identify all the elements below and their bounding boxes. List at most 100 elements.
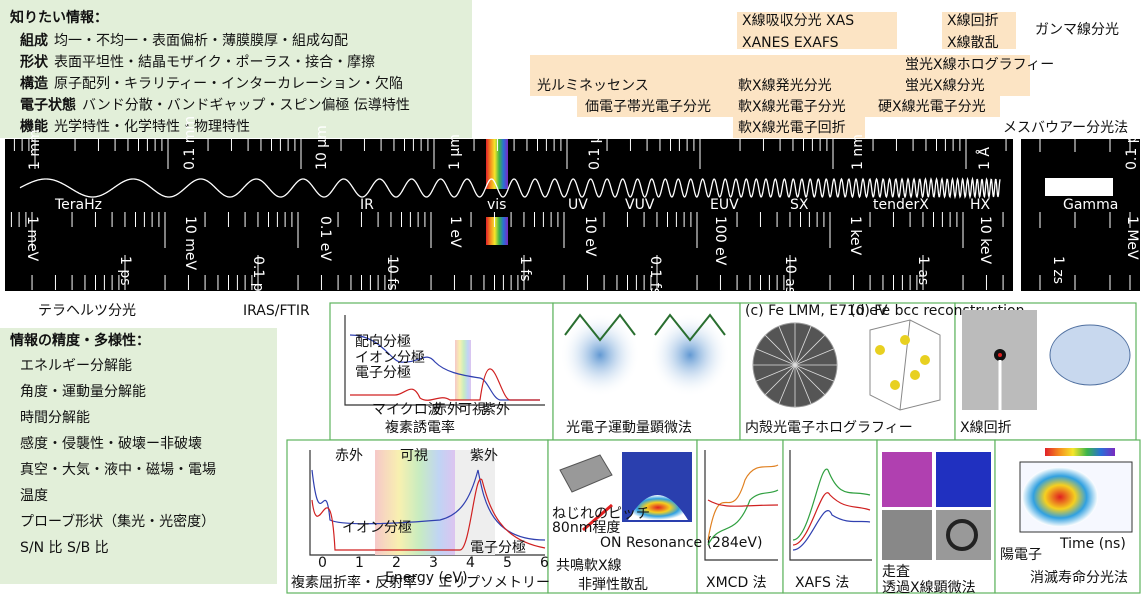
time-label: 1 ps — [117, 256, 133, 286]
panel-caption: 光電子運動量顕微法 — [566, 420, 692, 436]
panel-graphic — [707, 489, 779, 546]
info-text: 光学特性・化学特性・物理特性 — [54, 119, 250, 135]
panel-graphic — [707, 499, 779, 507]
panel — [782, 439, 878, 594]
energy-label: 1 MeV — [1124, 216, 1140, 260]
precision-item: 感度・侵襲性・破壊ー非破壊 — [20, 435, 202, 452]
panel — [329, 302, 554, 441]
panel-caption: 走査 — [882, 564, 910, 580]
info-label: 形状 — [20, 54, 49, 71]
technique-box — [942, 12, 1016, 49]
panel-label: (c) Fe LMM, E710 eV — [745, 303, 888, 319]
info-row: 組成 均一・不均一・表面偏析・薄膜膜厚・組成勾配 — [20, 32, 348, 49]
gamma-band — [1021, 139, 1140, 291]
panel-caption: XAFS 法 — [795, 575, 849, 591]
region-label: HX — [970, 197, 991, 213]
region-label: EUV — [710, 197, 739, 213]
info-row: 形状 表面平坦性・結晶モザイク・ポーラス・接合・摩擦 — [20, 54, 375, 71]
region-label: UV — [568, 197, 588, 213]
technique-box — [733, 117, 865, 138]
region-label: tenderX — [873, 197, 929, 213]
panel-graphic — [628, 495, 688, 520]
panel-graphic — [1049, 324, 1131, 386]
panel-graphic — [789, 450, 872, 561]
precision-item: エネルギー分解能 — [20, 358, 132, 374]
region-label: Gamma — [1063, 197, 1118, 213]
region-label: vis — [487, 197, 506, 213]
panel-tick: 5 — [503, 555, 512, 571]
panel-caption: 非弾性散乱 — [578, 577, 648, 593]
panel-graphic — [946, 519, 978, 551]
panel-caption: 複素屈折率・反射率 — [291, 574, 417, 591]
panel-graphic — [704, 450, 778, 561]
technique-label: 価電子帯光電子分光 — [585, 99, 711, 115]
wavelength-label: 0.1 mm — [182, 116, 198, 170]
panel-graphic — [792, 468, 871, 541]
region-label: TeraHz — [54, 197, 102, 213]
precision-box — [0, 328, 277, 584]
panel-graphic — [1045, 448, 1115, 456]
panel-label: 可視 — [400, 448, 428, 464]
energy-label: 10 eV — [582, 216, 598, 257]
panel-caption: 複素誘電率 — [385, 419, 455, 436]
panel-label: ON Resonance (284eV) — [600, 535, 762, 551]
panel-label: 電子分極 — [470, 540, 526, 556]
panel-graphic — [375, 450, 455, 555]
panel-label: イオン分極 — [342, 520, 412, 536]
region-label: IR — [360, 197, 374, 213]
panel-caption: 内殻光電子ホログラフィー — [745, 420, 913, 436]
time-label: 10 as — [782, 256, 798, 294]
panel-graphic — [344, 315, 545, 406]
panel-graphic — [875, 345, 885, 355]
info-label: 機能 — [20, 118, 48, 135]
info-text: 均一・不均一・表面偏析・薄膜膜厚・組成勾配 — [54, 33, 348, 49]
panel-graphic — [756, 348, 834, 382]
panel-caption: 陽電子 — [1000, 547, 1042, 563]
region-label: VUV — [625, 197, 655, 213]
precision-item: S/N 比 S/B 比 — [20, 540, 109, 556]
gamma-box — [1045, 178, 1113, 196]
precision-item: 温度 — [20, 488, 48, 504]
technique-box — [577, 96, 1000, 117]
panel-label: 紫外 — [482, 402, 510, 418]
info-row: 機能 光学特性・化学特性・物理特性 — [20, 118, 250, 135]
panel-graphic — [650, 313, 730, 397]
panel-label: Energy (eV) — [385, 570, 468, 586]
panel-graphic — [455, 450, 495, 555]
panel-graphic — [792, 510, 871, 551]
panel-label: Time (ns) — [1059, 536, 1126, 552]
technique-label: 軟X線光電子分光 — [738, 99, 846, 115]
wavelength-label: 10 μm — [314, 125, 330, 170]
panel-tick: 3 — [429, 555, 438, 571]
panel-graphic — [792, 492, 871, 546]
panel-graphic — [311, 478, 546, 551]
panel-graphic — [560, 313, 640, 397]
panel-caption: エリプソメトリー — [438, 575, 550, 591]
time-label: 0.1 ps — [250, 256, 266, 299]
panel-graphic — [936, 510, 991, 560]
time-label: 1 zs — [1050, 256, 1066, 284]
panel-label: 赤外 — [335, 448, 363, 464]
panel-label: ねじれのピッチ — [552, 506, 650, 522]
technique-label: テラヘルツ分光 — [38, 303, 136, 319]
panel-tick: 2 — [392, 555, 401, 571]
time-label: 0.1 fs — [647, 256, 663, 295]
panel-label: 80nm程度 — [552, 520, 620, 536]
wavelength-label: 1 nm — [850, 134, 866, 170]
panel-graphic — [882, 452, 932, 507]
energy-label: 1 meV — [24, 216, 40, 262]
panel-graphic — [910, 370, 920, 380]
technique-label: 蛍光X線分光 — [905, 78, 985, 94]
info-label: 電子状態 — [20, 97, 76, 114]
technique-label: 軟X線光電子回折 — [738, 120, 846, 136]
panel-tick: 1 — [355, 555, 364, 571]
technique-label: XANES EXAFS — [742, 35, 839, 51]
panel-graphic — [559, 454, 613, 493]
technique-label: メスバウアー分光法 — [1003, 120, 1128, 136]
precision-item: プローブ形状（集光・光密度） — [20, 513, 215, 530]
info-text: 表面平坦性・結晶モザイク・ポーラス・接合・摩擦 — [54, 54, 375, 71]
panel-graphic — [455, 340, 471, 400]
info-row: 電子状態 バンド分散・バンドギャップ・スピン偏極 伝導特性 — [20, 97, 410, 114]
technique-label: 蛍光X線ホログラフィー — [905, 57, 1054, 73]
panel-graphic — [869, 319, 941, 411]
